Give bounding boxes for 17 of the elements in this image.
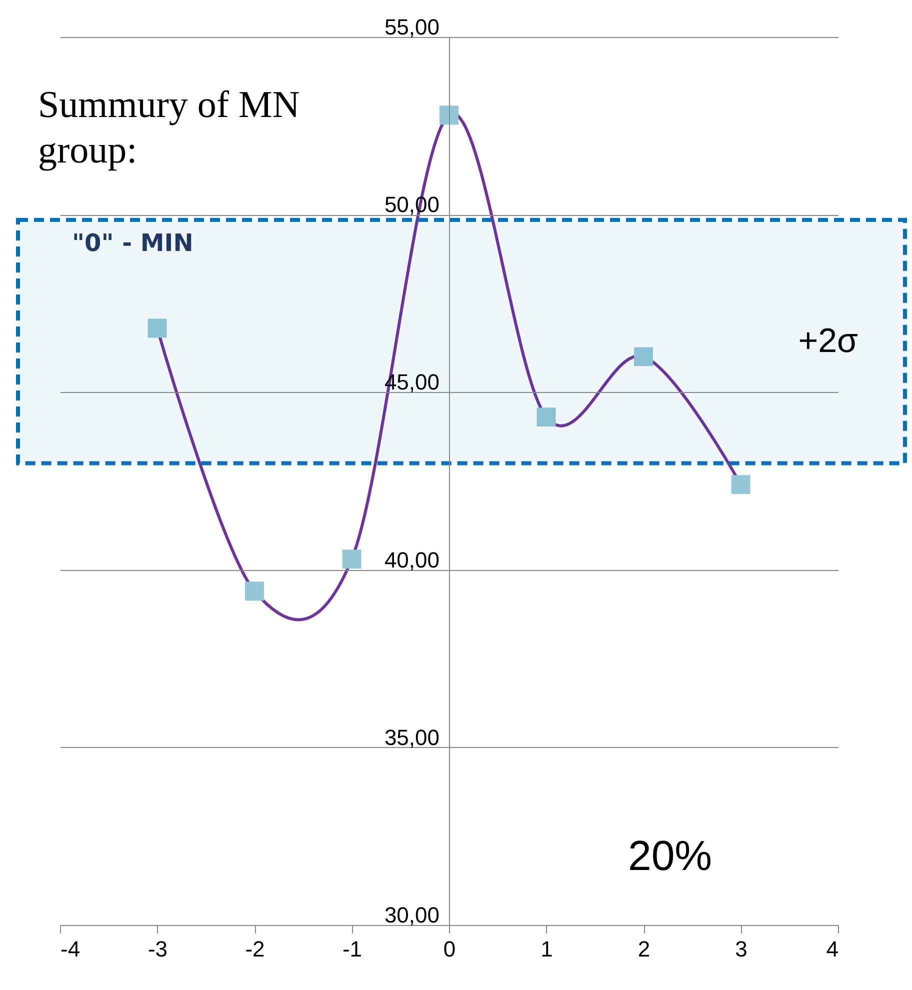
x-tick-label: -1 <box>342 936 362 962</box>
x-tick-label: -3 <box>148 936 168 962</box>
x-tick-label: 1 <box>540 936 553 962</box>
x-tick-label: -4 <box>60 936 80 962</box>
x-tick-label: 4 <box>826 936 838 962</box>
y-tick-label: 30,00 <box>384 902 440 928</box>
y-tick-label: 55,00 <box>384 14 440 40</box>
x-tick-label: -2 <box>245 936 265 962</box>
y-tick-label: 35,00 <box>384 724 440 750</box>
y-tick-label: 40,00 <box>384 547 440 572</box>
band-label: +2σ <box>798 322 858 360</box>
annotation: Summury of MN group: <box>38 84 300 172</box>
x-tick-label: 2 <box>638 936 650 962</box>
annotation: "0" - MIN <box>72 229 194 257</box>
annotation: 20% <box>628 832 712 879</box>
x-tick-label: 0 <box>443 936 456 962</box>
x-tick-label: 3 <box>735 936 748 962</box>
